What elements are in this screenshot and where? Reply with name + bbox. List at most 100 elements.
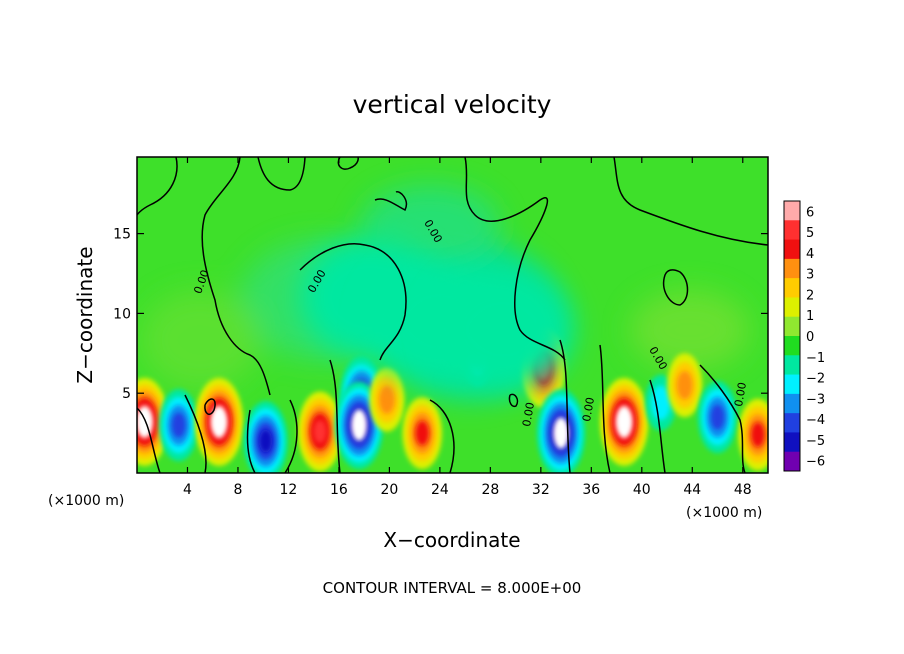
contour-line (201, 157, 271, 396)
contour-line (299, 243, 407, 361)
x-tick-label: 16 (330, 482, 348, 498)
x-tick-label: 32 (532, 482, 550, 498)
x-tick-label: 24 (431, 482, 449, 498)
contour-label: 0.00 (580, 396, 597, 422)
velocity-level (751, 422, 765, 448)
plot-area: 0.00 0.000.000.00 0.000.000.00 (137, 157, 768, 473)
velocity-cell (158, 389, 199, 462)
y-tick-label: 10 (113, 306, 131, 322)
contour-line (257, 157, 306, 191)
velocity-core (553, 417, 569, 449)
contour-line (137, 407, 161, 473)
colorbar-swatch (784, 355, 800, 376)
velocity-cell (402, 397, 443, 470)
y-axis-label: Z−coordinate (73, 246, 97, 383)
velocity-core (211, 406, 227, 438)
chart-title: vertical velocity (353, 90, 552, 119)
colorbar-tick-label: −3 (806, 392, 825, 407)
colorbar-frame (783, 200, 801, 472)
velocity-cell (697, 381, 738, 454)
velocity-level (313, 420, 327, 443)
colorbar-tick-label: 1 (806, 309, 814, 324)
plot-frame (136, 156, 769, 474)
colorbar-swatch (784, 336, 800, 356)
zero-contours (137, 157, 768, 473)
colorbar-tick-label: 3 (806, 268, 814, 283)
x-tick-label: 36 (582, 482, 600, 498)
velocity-cell (243, 401, 288, 473)
velocity-cell (667, 353, 703, 418)
colorbar-swatch (784, 451, 800, 472)
colorbar-tick-label: −4 (806, 413, 825, 428)
colorbar-swatch (784, 393, 800, 414)
y-axis-ticks: 5 10 15 (113, 227, 768, 402)
contour-line (204, 398, 216, 416)
colorbar-swatch (784, 278, 800, 298)
colorbar: 6 5 4 3 2 1 0 −1 −2 −3 −4 −5 −6 (783, 200, 825, 472)
contour-label: 0.00 (732, 381, 749, 407)
velocity-level (379, 385, 395, 414)
contour-label: 0.00 (520, 401, 537, 427)
colorbar-tick-label: 5 (806, 226, 814, 241)
contour-interval-note: CONTOUR INTERVAL = 8.000E+00 (323, 579, 582, 597)
x-unit-left: (×1000 m) (48, 493, 124, 509)
velocity-level (651, 385, 671, 421)
velocity-cell (194, 377, 244, 466)
colorbar-swatch (784, 201, 800, 221)
x-tick-label: 12 (280, 482, 298, 498)
y-tick-label: 5 (122, 386, 131, 402)
velocity-cell (738, 398, 768, 471)
colorbar-swatch (784, 239, 800, 260)
contour-line (599, 344, 611, 473)
x-axis-label: X−coordinate (383, 528, 520, 552)
contour-line (464, 157, 566, 361)
contour-line (246, 409, 256, 473)
colorbar-tick-label: −1 (806, 351, 825, 366)
contour-line (329, 359, 341, 473)
velocity-core (616, 406, 632, 438)
x-tick-label: 40 (633, 482, 651, 498)
velocity-level (710, 404, 725, 430)
velocity-cell (297, 391, 342, 472)
colorbar-swatch (784, 413, 800, 433)
colorbar-tick-label: 0 (806, 330, 814, 345)
contour-line (663, 269, 689, 306)
velocity-core (351, 409, 367, 441)
contour-line (429, 399, 455, 473)
velocity-level (171, 412, 186, 438)
x-tick-label: 4 (183, 482, 192, 498)
velocity-cell (334, 381, 384, 470)
colorbar-tick-label: 2 (806, 288, 814, 303)
velocity-level (432, 269, 573, 390)
velocity-level (676, 371, 693, 400)
contour-line (137, 157, 178, 216)
colorbar-tick-label: −6 (806, 455, 825, 470)
colorbar-swatch (784, 374, 800, 395)
x-tick-label: 8 (233, 482, 242, 498)
velocity-cell (369, 367, 405, 432)
colorbar-tick-label: −2 (806, 372, 825, 387)
contour-line (559, 339, 571, 473)
velocity-level (415, 420, 430, 446)
velocity-cell (536, 389, 586, 473)
contour-line (508, 393, 519, 408)
velocity-cell (432, 269, 573, 390)
contour-line (374, 191, 408, 212)
colorbar-tick-label: −5 (806, 434, 825, 449)
colorbar-swatch (784, 258, 800, 279)
contour-line (337, 157, 359, 170)
x-tick-label: 28 (481, 482, 499, 498)
contour-line (613, 157, 768, 246)
velocity-cell (599, 377, 649, 466)
contour-line (184, 394, 207, 473)
x-tick-label: 20 (380, 482, 398, 498)
colorbar-swatch (784, 297, 800, 318)
velocity-level (259, 429, 273, 453)
x-tick-label: 44 (683, 482, 701, 498)
colorbar-tick-label: 4 (806, 247, 814, 262)
colorbar-tick-label: 6 (806, 205, 814, 220)
x-axis-ticks: 4 8 12 16 20 24 28 32 36 40 44 48 (183, 157, 752, 498)
y-tick-label: 15 (113, 227, 131, 243)
x-tick-label: 48 (734, 482, 752, 498)
